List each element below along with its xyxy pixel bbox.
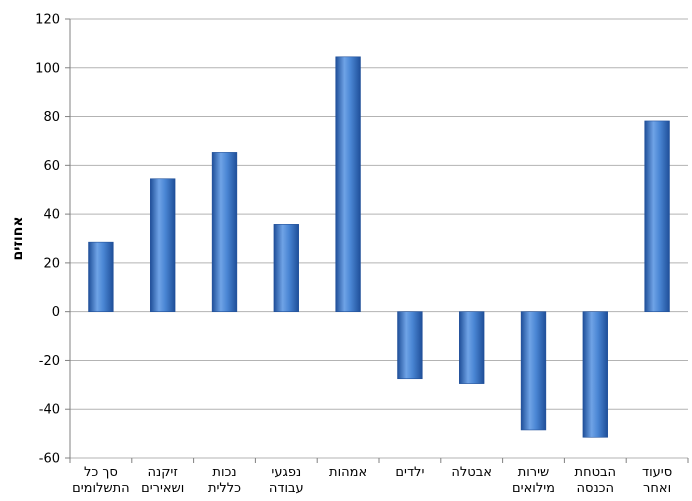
y-tick-label: 40 <box>43 208 60 223</box>
x-category-label: ואחר <box>643 481 671 496</box>
x-category-label: מילואים <box>512 481 555 496</box>
x-category-label: סיעוד <box>642 465 672 480</box>
x-category-label: סך כל <box>84 465 118 480</box>
bar <box>273 224 299 312</box>
x-category-label: זיקנה <box>148 465 178 480</box>
y-tick-label: 100 <box>35 61 60 76</box>
bar <box>335 56 361 312</box>
bar <box>582 311 608 438</box>
y-axis-title: אחוזים <box>10 216 26 260</box>
y-tick-label: 80 <box>43 110 60 125</box>
bar <box>644 120 670 312</box>
bar <box>150 178 176 312</box>
x-category-label: ילדים <box>395 465 424 480</box>
x-category-label: הבטחת <box>575 465 616 480</box>
bar <box>211 152 238 312</box>
bar <box>88 241 114 312</box>
y-tick-label: -20 <box>39 354 60 369</box>
y-tick-label: 120 <box>35 13 60 28</box>
y-tick-label: -40 <box>39 403 60 418</box>
y-tick-label: -60 <box>39 452 60 467</box>
bars <box>88 56 670 438</box>
y-tick-label: 60 <box>43 159 60 174</box>
x-category-label: הכנסה <box>577 481 615 496</box>
bar <box>520 311 547 431</box>
x-category-label: כללית <box>208 481 241 496</box>
x-category-label: אבטלה <box>451 465 492 480</box>
axes <box>65 18 689 463</box>
x-category-label: התשלומים <box>72 481 130 496</box>
x-category-label: ושאירים <box>141 481 184 496</box>
x-category-label: נכות <box>212 465 236 480</box>
x-category-label: נפגעי <box>271 465 301 480</box>
bar <box>397 311 423 380</box>
y-tick-labels: -60 -40 -20 0 20 40 60 80 100 120 <box>35 13 60 467</box>
bar <box>459 311 485 384</box>
x-category-label: עבודה <box>269 481 304 496</box>
y-tick-label: 0 <box>52 305 60 320</box>
x-category-label: שירות <box>518 465 550 480</box>
x-category-label: אמהות <box>329 465 367 480</box>
y-tick-label: 20 <box>43 256 60 271</box>
